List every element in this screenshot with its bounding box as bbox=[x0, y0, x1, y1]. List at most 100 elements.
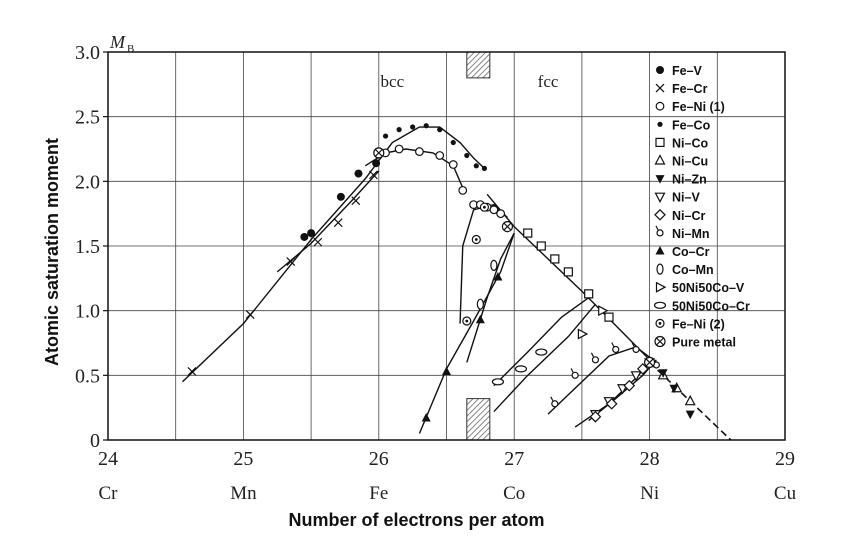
data-point bbox=[373, 147, 385, 159]
data-point bbox=[491, 378, 505, 386]
data-point bbox=[464, 152, 470, 159]
legend-label: Fe–Cr bbox=[672, 82, 708, 96]
data-point bbox=[643, 356, 656, 368]
trend-curve bbox=[466, 232, 515, 363]
data-point bbox=[333, 218, 343, 228]
data-point bbox=[496, 209, 506, 219]
element-label: Cr bbox=[99, 483, 119, 504]
data-point bbox=[685, 410, 695, 420]
data-point bbox=[479, 202, 490, 212]
trend-curve bbox=[493, 297, 590, 387]
element-label: Co bbox=[503, 483, 525, 504]
legend-marker bbox=[654, 192, 666, 203]
data-point bbox=[570, 368, 579, 379]
trend-curve bbox=[418, 232, 515, 434]
legend-marker bbox=[655, 175, 665, 184]
data-point bbox=[471, 234, 481, 245]
data-point bbox=[623, 379, 636, 392]
data-point bbox=[669, 384, 679, 394]
data-point bbox=[489, 205, 499, 215]
data-point bbox=[300, 232, 309, 241]
legend-marker bbox=[654, 208, 666, 221]
transition-band-bottom bbox=[466, 398, 491, 441]
y-unit-subscript: B bbox=[127, 43, 134, 55]
y-axis-title: Atomic saturation moment bbox=[42, 138, 62, 366]
data-point bbox=[631, 342, 640, 354]
legend-marker bbox=[655, 137, 665, 147]
data-point bbox=[462, 316, 472, 326]
data-point bbox=[501, 221, 514, 233]
data-point bbox=[535, 348, 548, 356]
data-point bbox=[435, 151, 445, 160]
legend-marker bbox=[655, 225, 664, 237]
y-tick-label: 3.0 bbox=[75, 42, 100, 64]
data-point bbox=[523, 228, 533, 238]
data-point bbox=[514, 365, 528, 373]
data-point bbox=[307, 229, 316, 238]
legend-marker bbox=[654, 154, 666, 165]
data-point bbox=[563, 267, 573, 277]
legend-label: Co–Mn bbox=[672, 263, 714, 277]
x-tick-label: 26 bbox=[369, 448, 389, 470]
data-point bbox=[187, 367, 197, 376]
data-point bbox=[577, 328, 589, 340]
x-tick-label: 25 bbox=[233, 448, 253, 470]
legend: Fe–V Fe–Cr Fe–Ni (1) Fe–Co Ni–Co Ni–Cu Ni–Zn Ni… bbox=[653, 64, 750, 350]
data-point bbox=[396, 127, 402, 133]
legend-marker bbox=[657, 121, 663, 127]
data-markers bbox=[187, 123, 696, 423]
trend-curves bbox=[181, 126, 732, 441]
axis-labels: bcc fcc 0 0.5 1.0 1.5 2.0 2.5 3.0 24 25 26 27 28 29 Cr M… bbox=[42, 32, 797, 530]
legend-label: Ni–Mn bbox=[672, 227, 710, 241]
data-point bbox=[476, 298, 484, 310]
x-axis-title: Number of electrons per atom bbox=[288, 510, 544, 530]
x-tick-label: 29 bbox=[775, 448, 795, 470]
legend-label: Co–Cr bbox=[672, 245, 710, 259]
legend-label: 50Ni50Co–Cr bbox=[672, 299, 750, 313]
data-point bbox=[421, 413, 431, 422]
legend-label: Ni–Cu bbox=[672, 155, 708, 169]
data-point bbox=[415, 147, 424, 156]
legend-label: Ni–Co bbox=[672, 136, 708, 150]
trend-curve bbox=[547, 346, 657, 415]
legend-label: Fe–Co bbox=[672, 118, 711, 132]
legend-label: Ni–Zn bbox=[672, 173, 707, 187]
data-point bbox=[313, 237, 323, 247]
y-tick-label: 1.5 bbox=[75, 236, 100, 258]
data-point bbox=[473, 163, 479, 169]
legend-marker bbox=[655, 101, 665, 111]
axes bbox=[103, 51, 786, 441]
y-tick-label: 2.0 bbox=[75, 171, 100, 193]
data-point bbox=[351, 196, 361, 206]
legend-marker bbox=[655, 83, 665, 93]
data-point bbox=[550, 396, 559, 408]
data-point bbox=[286, 257, 296, 266]
data-point bbox=[590, 352, 600, 364]
legend-marker bbox=[654, 335, 666, 348]
legend-label: Fe–Ni (2) bbox=[672, 317, 725, 331]
y-tick-label: 0.5 bbox=[75, 365, 100, 387]
legend-label: Fe–Ni (1) bbox=[672, 100, 725, 114]
legend-marker bbox=[655, 318, 665, 328]
element-label: Ni bbox=[640, 483, 659, 504]
data-point bbox=[245, 310, 255, 319]
data-point bbox=[636, 363, 649, 375]
data-point bbox=[611, 342, 620, 354]
legend-marker bbox=[656, 66, 664, 74]
data-point bbox=[684, 394, 696, 406]
data-point bbox=[382, 133, 389, 139]
element-label: Mn bbox=[230, 483, 257, 504]
data-point bbox=[458, 185, 468, 195]
legend-label: Fe–V bbox=[672, 64, 703, 78]
data-point bbox=[450, 139, 456, 146]
transition-band-top bbox=[466, 51, 491, 79]
data-point bbox=[658, 369, 668, 378]
y-tick-label: 0 bbox=[90, 430, 100, 452]
x-tick-label: 24 bbox=[98, 448, 118, 470]
trend-curve bbox=[493, 303, 596, 413]
data-point bbox=[630, 371, 642, 382]
legend-marker bbox=[653, 301, 667, 309]
element-label: Fe bbox=[369, 483, 388, 504]
region-label: bcc bbox=[381, 72, 405, 91]
